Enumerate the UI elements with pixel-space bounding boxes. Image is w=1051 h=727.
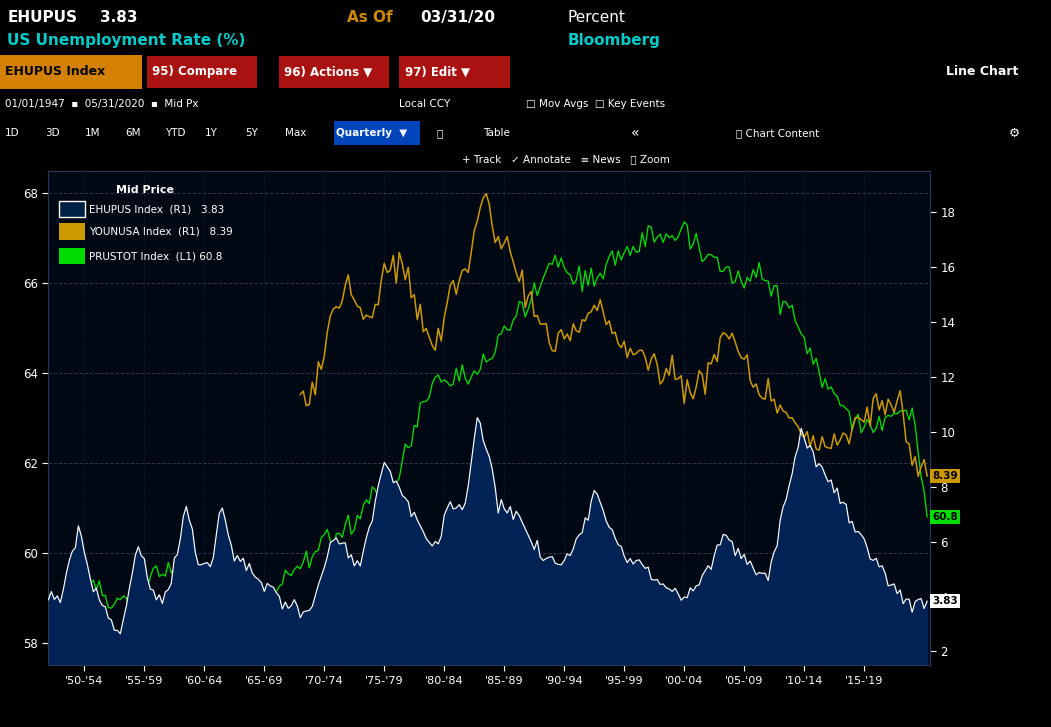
Bar (60, 223, 85, 240)
Text: YOUNUSA Index  (R1)   8.39: YOUNUSA Index (R1) 8.39 (88, 227, 232, 236)
Text: ⚙: ⚙ (1009, 126, 1021, 140)
Text: Percent: Percent (568, 9, 625, 25)
Text: Max: Max (285, 128, 306, 138)
Text: PRUSTOT Index  (L1) 60.8: PRUSTOT Index (L1) 60.8 (88, 251, 222, 261)
Text: 6M: 6M (125, 128, 141, 138)
Text: 01/01/1947  ▪  05/31/2020  ▪  Mid Px: 01/01/1947 ▪ 05/31/2020 ▪ Mid Px (5, 99, 199, 109)
Text: 5Y: 5Y (245, 128, 257, 138)
Text: 60.8: 60.8 (932, 512, 959, 522)
Text: 03/31/20: 03/31/20 (420, 9, 495, 25)
Text: Local CCY: Local CCY (399, 99, 451, 109)
Text: As Of: As Of (347, 9, 392, 25)
Text: 95) Compare: 95) Compare (152, 65, 238, 79)
Bar (0, 55, 142, 89)
Text: 1Y: 1Y (205, 128, 218, 138)
Text: 3.83: 3.83 (932, 596, 959, 606)
Bar (60, 248, 85, 265)
Text: Bloomberg: Bloomberg (568, 33, 660, 48)
Text: 97) Edit ▼: 97) Edit ▼ (405, 65, 470, 79)
Bar (399, 56, 510, 88)
Bar (334, 121, 420, 145)
Text: 96) Actions ▼: 96) Actions ▼ (284, 65, 372, 79)
Text: EHUPUS Index: EHUPUS Index (5, 65, 105, 79)
Text: Table: Table (483, 128, 511, 138)
Text: EHUPUS: EHUPUS (7, 9, 78, 25)
Text: EHUPUS Index  (R1)   3.83: EHUPUS Index (R1) 3.83 (88, 204, 224, 214)
Text: Quarterly  ▼: Quarterly ▼ (336, 128, 408, 138)
Text: + Track   ✓ Annotate   ≡ News   🔍 Zoom: + Track ✓ Annotate ≡ News 🔍 Zoom (462, 154, 671, 164)
Text: 3.83: 3.83 (100, 9, 138, 25)
Text: US Unemployment Rate (%): US Unemployment Rate (%) (7, 33, 246, 48)
Text: □ Mov Avgs  □ Key Events: □ Mov Avgs □ Key Events (526, 99, 664, 109)
Bar (279, 56, 389, 88)
Text: Line Chart: Line Chart (947, 65, 1018, 79)
Text: 📈: 📈 (436, 128, 442, 138)
Text: «: « (631, 126, 639, 140)
Text: Mid Price: Mid Price (116, 185, 173, 195)
Text: 📈 Chart Content: 📈 Chart Content (736, 128, 819, 138)
Text: 1M: 1M (85, 128, 101, 138)
Text: YTD: YTD (165, 128, 186, 138)
Text: 1D: 1D (5, 128, 20, 138)
Text: 3D: 3D (45, 128, 60, 138)
Text: 8.39: 8.39 (932, 471, 957, 481)
Bar (60, 201, 85, 217)
Bar (147, 56, 257, 88)
